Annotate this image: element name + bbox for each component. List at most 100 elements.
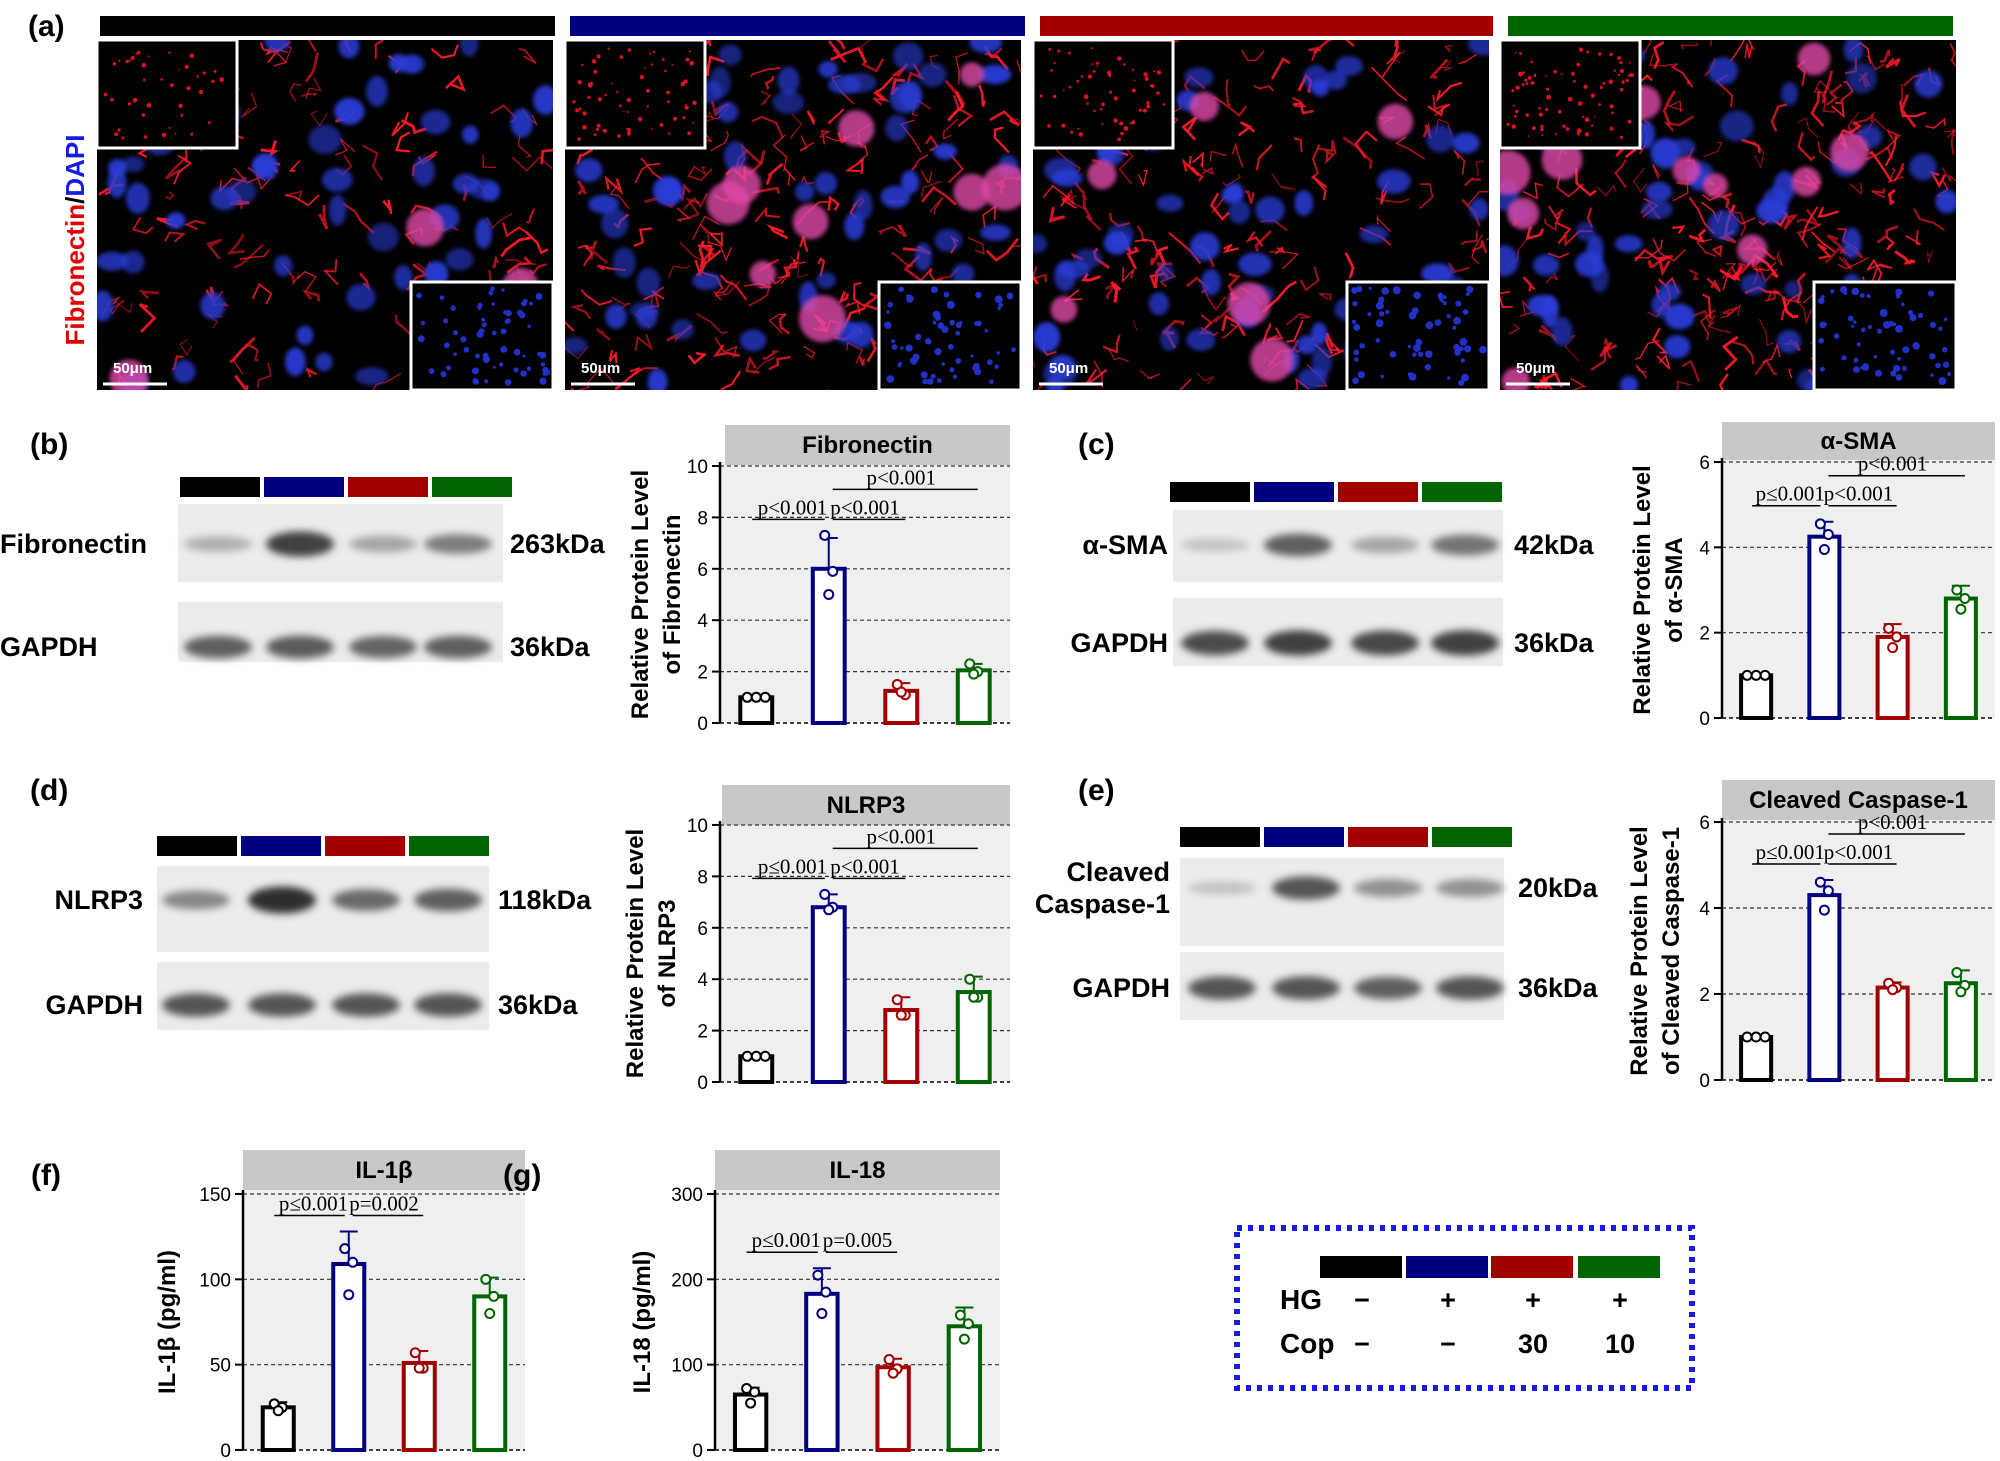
red-inset-dot xyxy=(1619,60,1623,65)
dapi-nucleus xyxy=(980,224,1012,241)
data-point xyxy=(1951,584,1963,596)
red-inset-dot xyxy=(661,58,665,61)
protein-band xyxy=(424,534,492,554)
legend-row-value: + xyxy=(1612,1285,1628,1315)
red-inset-dot xyxy=(132,97,138,103)
red-inset-dot xyxy=(146,102,152,108)
fibronectin-strand xyxy=(1793,297,1812,325)
merged-cell xyxy=(749,260,776,288)
fibronectin-strand xyxy=(1841,120,1862,135)
fibronectin-strand xyxy=(1312,175,1328,200)
dapi-nucleus xyxy=(1645,181,1672,202)
red-inset-dot xyxy=(596,123,601,128)
dapi-nucleus xyxy=(462,125,479,144)
y-tick-label: 100 xyxy=(199,1270,231,1291)
dapi-nucleus xyxy=(1586,234,1604,265)
fibronectin-strand xyxy=(1324,150,1336,165)
fibronectin-strand xyxy=(1709,40,1713,47)
red-inset-dot xyxy=(1525,113,1529,117)
red-inset-dot xyxy=(121,136,125,140)
fibronectin-strand xyxy=(696,312,728,335)
fibronectin-strand xyxy=(1730,40,1755,62)
bar xyxy=(804,1291,840,1452)
blue-inset-dot xyxy=(1385,309,1390,315)
fibronectin-strand xyxy=(768,355,791,371)
fibronectin-strand xyxy=(1770,103,1788,132)
dapi-nucleus xyxy=(1664,303,1695,330)
fibronectin-strand xyxy=(896,224,908,238)
fibronectin-strand xyxy=(1856,111,1875,124)
y-tick-label: 150 xyxy=(199,1185,231,1206)
red-inset-dot xyxy=(189,53,195,59)
fibronectin-strand xyxy=(819,129,832,145)
fibronectin-strand xyxy=(374,40,384,60)
fibronectin-strand xyxy=(1237,121,1256,137)
blue-inset-dot xyxy=(542,371,547,376)
red-inset-dot xyxy=(692,121,695,124)
red-inset-dot xyxy=(1153,70,1156,73)
fibronectin-strand xyxy=(1773,288,1802,304)
blot-protein-label: Caspase-1 xyxy=(1035,889,1170,919)
merged-cell xyxy=(1250,338,1294,382)
blue-inset-dot xyxy=(1895,374,1903,381)
fibronectin-strand xyxy=(748,281,771,307)
protein-band xyxy=(248,993,316,1017)
western-blot: (c) α-SMA 42kDa GAPDH 36kDa xyxy=(1070,428,1595,666)
data-point xyxy=(962,1318,974,1330)
legend-row-label: HG xyxy=(1280,1284,1322,1315)
fibronectin-strand xyxy=(1370,66,1408,102)
red-inset-dot xyxy=(1533,73,1537,77)
blot-kda-label: 263kDa xyxy=(510,529,606,559)
dapi-nucleus xyxy=(892,42,924,71)
fibronectin-strand xyxy=(827,108,845,125)
fibronectin-strand xyxy=(1652,162,1661,180)
red-inset-dot xyxy=(627,48,632,52)
blue-inset-dot xyxy=(1879,309,1888,317)
group-color-bar xyxy=(100,16,555,36)
red-inset-dot xyxy=(125,59,129,64)
fibronectin-strand xyxy=(1313,40,1355,55)
fibronectin-strand xyxy=(1354,130,1378,159)
legend-row-value: 10 xyxy=(1605,1329,1635,1359)
fibronectin-strand xyxy=(1869,150,1893,183)
blue-inset-dot xyxy=(886,375,895,383)
data-point xyxy=(488,1290,500,1302)
fibronectin-strand xyxy=(1905,230,1921,245)
red-inset-dot xyxy=(1584,117,1590,122)
fibronectin-strand xyxy=(692,215,720,241)
fibronectin-strand xyxy=(1427,103,1451,117)
fibronectin-strand xyxy=(1586,207,1594,228)
dapi-nucleus xyxy=(1451,132,1480,154)
blue-inset-dot xyxy=(1411,307,1419,315)
fibronectin-strand xyxy=(985,237,1019,262)
dapi-nucleus xyxy=(424,261,449,287)
dapi-nucleus xyxy=(653,175,683,206)
dapi-nucleus xyxy=(1784,280,1802,299)
red-inset-dot xyxy=(143,78,146,82)
merged-cell xyxy=(953,173,991,211)
blue-inset-dot xyxy=(446,365,452,371)
panel-a-ylabel-sep: / xyxy=(60,197,90,204)
chart-title-box xyxy=(715,1150,1000,1190)
protein-band xyxy=(1431,534,1499,556)
dapi-nucleus xyxy=(1225,182,1244,201)
blot-protein-label: GAPDH xyxy=(1070,628,1168,658)
data-point xyxy=(484,1307,496,1319)
blue-inset-dot xyxy=(1819,366,1825,372)
blue-inset-dot xyxy=(1938,326,1943,331)
fibronectin-strand xyxy=(751,115,784,139)
fibronectin-strand xyxy=(1670,62,1694,88)
fibronectin-strand xyxy=(1181,158,1200,177)
fibronectin-strand xyxy=(878,225,903,235)
fibronectin-strand xyxy=(322,258,339,286)
fibronectin-strand xyxy=(708,231,723,248)
blue-inset-dot xyxy=(1455,300,1462,307)
panel-a-ylabel-red: Fibronectin xyxy=(60,204,90,346)
red-inset-dot xyxy=(1627,119,1632,124)
dapi-nucleus xyxy=(1048,354,1076,379)
chart-title: Cleaved Caspase-1 xyxy=(1749,787,1968,814)
blue-inset-dot xyxy=(1442,295,1447,300)
red-inset-dot xyxy=(1521,83,1525,87)
blue-inset-dot xyxy=(1375,319,1384,328)
fibronectin-strand xyxy=(1885,57,1901,69)
